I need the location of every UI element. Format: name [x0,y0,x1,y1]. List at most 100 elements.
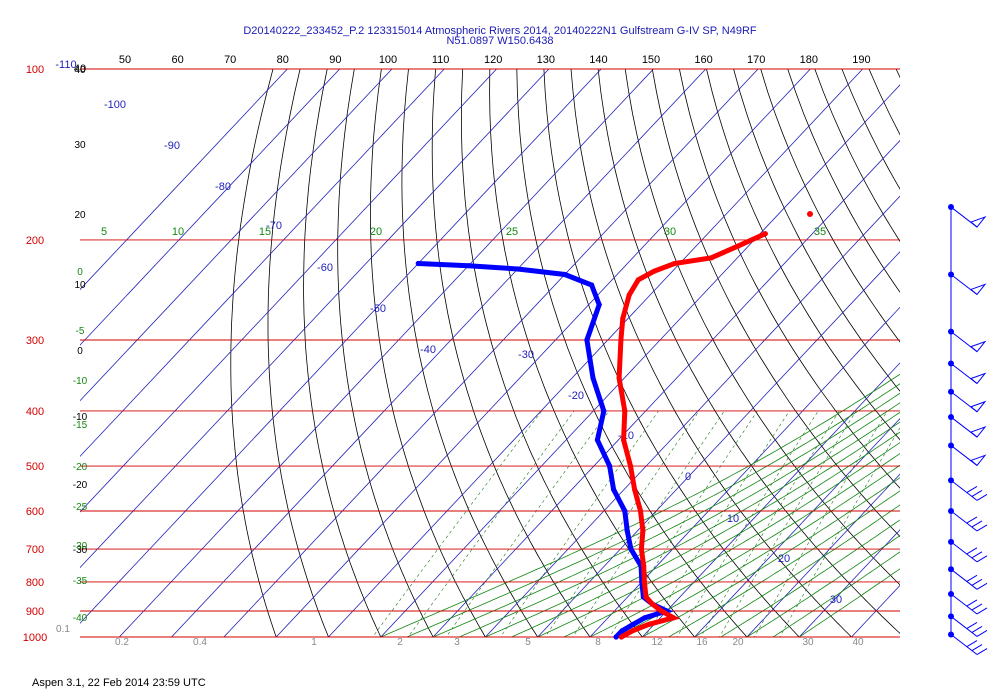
moist-adiabat-line [511,421,900,637]
wind-barb-feather [976,582,988,590]
dewpoint-point [589,282,595,288]
wind-barb-feather [976,524,988,532]
isotherm-line [80,69,498,513]
dewpoint-point [584,337,590,343]
isobars [80,68,900,638]
isotherm-label: 0 [685,471,691,483]
dry-adiabats [230,43,1000,649]
pressure-tick-label: 100 [26,64,44,76]
wind-barb-pennant [970,215,987,228]
moist-side-label: -20 [73,462,88,473]
dry-adiabat-line [841,69,900,190]
mixing-ratio-line [718,410,857,637]
dry-adiabat-line [401,69,539,637]
temperature-point [621,437,627,443]
mixing-ratio-label: 8 [595,637,601,648]
isotherm-line [746,473,900,637]
mixing-ratio-label: 0.4 [193,637,207,648]
temperature-point [640,528,646,534]
wind-barb-feather [976,630,988,637]
wind-barb-feather [966,516,978,524]
temperature-point [649,601,656,607]
moist-adiabat-label: 35 [814,226,826,238]
temperature-point [651,268,657,274]
top-axis-label: 80 [277,54,289,66]
temperature-point [629,628,636,634]
top-axis-label: 190 [852,54,870,66]
isotherm-label: 10 [727,513,739,525]
wind-barb-feather [966,574,978,582]
mixing-ratio-label: 0.2 [115,637,129,648]
temperature-isolated-point [807,211,813,217]
moist-adiabat-label: 25 [506,226,518,238]
mixing-ratio-label: 5 [525,637,531,648]
dewpoint-point [594,437,601,443]
temperature-point [618,634,625,640]
dry-adiabat-label: -10 [73,412,88,423]
isotherm-line [327,69,864,637]
dry-adiabat-line [489,69,696,637]
mixing-ratio-label: 30 [802,637,814,648]
moist-side-label: -30 [73,541,88,552]
dry-adiabat-label: 20 [74,210,86,221]
wind-barb-feather [971,626,983,633]
dry-adiabat-line [369,69,486,637]
moist-adiabat-line [798,568,900,637]
moist-adiabat-line [694,504,900,637]
isotherm-line [80,69,602,624]
isotherm-label: -30 [518,349,534,361]
moist-side-label: -10 [73,376,88,387]
temperature-point [626,292,632,298]
top-axis-label: 90 [329,54,341,66]
moist-side-label: -40 [73,613,88,624]
isotherm-line [641,362,900,637]
isotherm-label: 30 [830,594,842,606]
temperature-point [632,486,638,493]
mixing-ratio-label: 1 [311,637,317,648]
wind-barb-feather [976,648,988,655]
chart-subtitle: N51.0897 W150.6438 [446,35,554,47]
moist-adiabat-line [406,383,900,637]
pressure-tick-label: 200 [26,235,44,247]
temperature-point [627,463,634,469]
moist-side-label: -5 [76,326,85,337]
dewpoint-point [622,508,628,514]
dry-adiabat-line [760,69,900,343]
dry-adiabat-line [431,69,591,637]
top-axis-label: -110 [55,59,76,71]
temperature-point [641,579,648,585]
top-axis-label: 150 [642,54,660,66]
wind-barb-feather [966,622,978,629]
top-axis-label: 60 [171,54,183,66]
wind-barbs [948,204,988,655]
isotherm-line [798,529,900,637]
pressure-tick-label: 300 [26,335,44,347]
dewpoint-point [611,486,617,493]
wind-barb-pennant [970,283,987,296]
dewpoint-point [624,528,630,534]
dewpoint-profile [415,260,674,640]
wind-barb-pennant [970,454,987,467]
wind-barb-staff [950,593,978,615]
moist-adiabat-line [432,392,900,637]
isotherm-line [380,84,900,637]
wind-barb-feather [976,493,988,501]
isotherm-label: 20 [778,553,790,565]
dry-adiabat-label: -20 [73,480,88,491]
dry-adiabat-line [990,43,1000,649]
dewpoint-point [642,615,648,621]
temperature-point [620,315,626,322]
chart-title: D20140222_233452_P.2 123315014 Atmospher… [243,25,757,37]
mixing-ratio-line [500,410,659,637]
moist-adiabat-line [746,535,900,637]
temperature-point [618,337,624,343]
temperature-point [616,375,622,381]
dry-adiabat-line [706,69,900,441]
wind-barb-staff [950,616,978,637]
isotherm-label: -60 [317,262,333,274]
mixing-ratio-line [445,410,610,637]
isotherm-label: -100 [104,99,126,111]
temperature-point [643,594,649,600]
